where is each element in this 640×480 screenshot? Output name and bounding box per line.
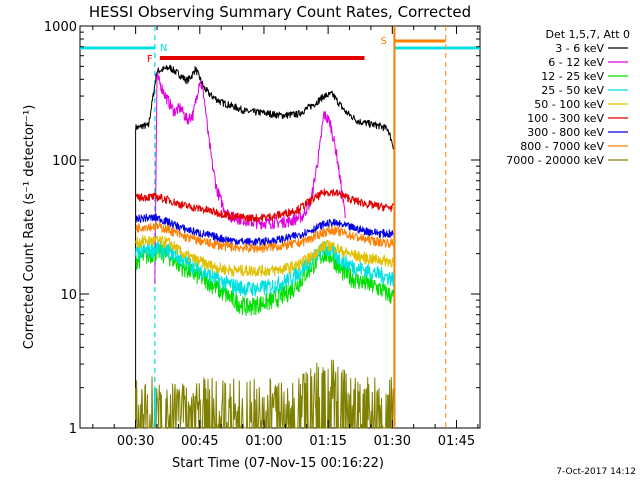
saa-flag-label: S	[380, 36, 386, 47]
legend-entry-label: 12 - 25 keV	[541, 70, 604, 83]
series-layer	[135, 64, 395, 429]
legend-entry-label: 3 - 6 keV	[555, 42, 604, 55]
x-tick-label: 01:30	[374, 434, 411, 449]
series-line	[135, 242, 395, 317]
x-tick-label: 01:00	[245, 434, 282, 449]
series-line	[135, 221, 395, 253]
series-line	[135, 188, 394, 223]
legend-entry-label: 7000 - 20000 keV	[506, 154, 604, 167]
x-tick-label: 01:45	[438, 434, 475, 449]
footer-timestamp: 7-Oct-2017 14:12	[556, 467, 636, 477]
x-tick-label: 00:45	[181, 434, 218, 449]
y-tick-label: 10	[60, 288, 77, 303]
series-line	[135, 359, 394, 429]
chart-title: HESSI Observing Summary Count Rates, Cor…	[89, 3, 471, 21]
x-axis-label: Start Time (07-Nov-15 00:16:22)	[172, 456, 384, 471]
series-line	[135, 235, 395, 277]
y-tick-label: 1	[69, 422, 77, 437]
annotation-layer: NF S	[80, 26, 480, 428]
flare-flag-label: F	[147, 54, 153, 65]
ticks-layer: 00:30 00:45 01:00 01:15 01:30 01:45 1 10 100 1000	[44, 20, 480, 449]
legend-entry-label: 300 - 800 keV	[527, 126, 604, 139]
y-tick-label: 1000	[44, 20, 77, 35]
plot-area: NF S 00:30 00:45 01:00 01:15 01:30 01:45 1 10 100…	[44, 20, 481, 449]
x-tick-label: 01:15	[309, 434, 346, 449]
y-axis-label: Corrected Count Rate (s⁻¹ detector⁻¹)	[22, 105, 37, 350]
legend-entry-label: 50 - 100 keV	[534, 98, 604, 111]
legend-entry-label: 100 - 300 keV	[527, 112, 604, 125]
legend-entry-label: 6 - 12 keV	[548, 56, 604, 69]
x-tick-label: 00:30	[117, 434, 154, 449]
night-flag-label: N	[160, 43, 167, 54]
legend-entry-label: 800 - 7000 keV	[520, 140, 604, 153]
legend-header: Det 1,5,7, Att 0	[546, 28, 630, 41]
series-line	[135, 240, 395, 298]
series-line	[135, 213, 394, 247]
series-line	[135, 64, 395, 428]
legend-entry-label: 25 - 50 keV	[541, 84, 604, 97]
y-tick-label: 100	[52, 154, 77, 169]
